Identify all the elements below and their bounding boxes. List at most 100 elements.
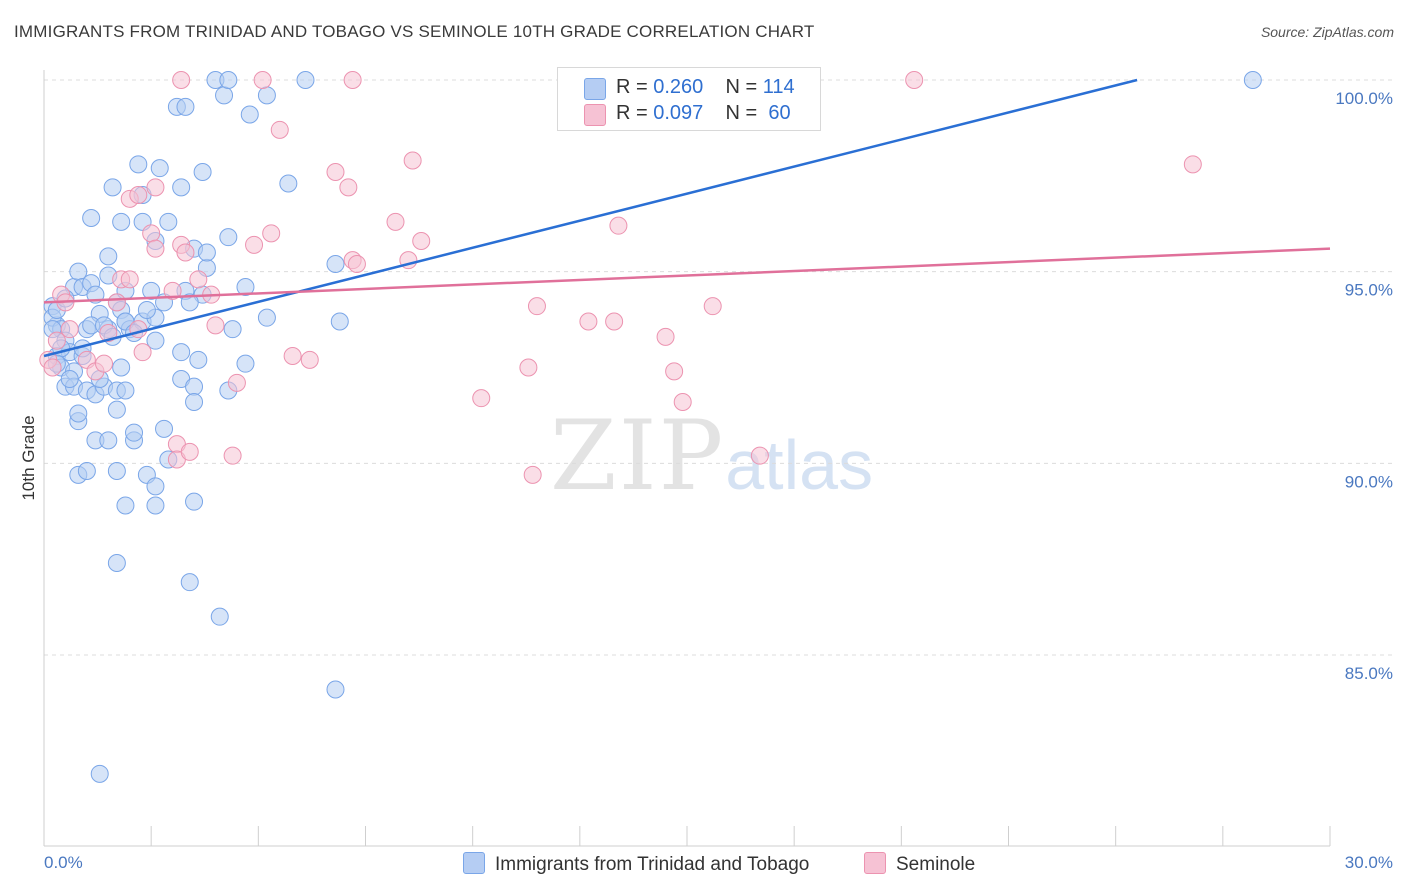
data-point-seminole <box>206 316 225 335</box>
data-point-immigrants <box>180 293 199 312</box>
data-point-immigrants <box>99 247 118 266</box>
y-tick-label: 90.0% <box>1345 472 1393 491</box>
data-point-immigrants <box>257 308 276 327</box>
data-point-immigrants <box>99 431 118 450</box>
data-point-seminole <box>262 224 281 243</box>
r-value: 0.260 <box>653 76 704 98</box>
r-label: R = <box>616 102 654 124</box>
data-point-seminole <box>703 297 722 316</box>
data-point-immigrants <box>112 212 131 231</box>
data-point-seminole <box>245 235 264 254</box>
chart-title: IMMIGRANTS FROM TRINIDAD AND TOBAGO VS S… <box>14 22 815 41</box>
watermark-atlas: atlas <box>725 426 874 504</box>
data-point-immigrants <box>240 105 259 124</box>
data-point-immigrants <box>197 243 216 262</box>
data-point-immigrants <box>180 573 199 592</box>
n-value: 60 <box>768 102 791 124</box>
data-point-immigrants <box>279 174 298 193</box>
data-point-seminole <box>99 324 118 342</box>
trend-line-immigrants <box>43 78 1138 358</box>
n-label: N = <box>725 76 763 98</box>
x-tick-label: 0.0% <box>44 853 83 872</box>
blue-swatch <box>463 852 485 874</box>
watermark: ZIPatlas <box>550 400 873 512</box>
data-point-seminole <box>253 71 272 89</box>
data-point-seminole <box>129 320 148 339</box>
data-point-seminole <box>665 362 684 381</box>
legend-item-seminole[interactable]: Seminole <box>864 852 975 876</box>
data-point-seminole <box>347 255 366 273</box>
data-point-seminole <box>1183 155 1202 174</box>
data-point-immigrants <box>215 86 234 105</box>
y-axis-label: 10th Grade <box>19 415 38 500</box>
data-point-immigrants <box>155 419 174 438</box>
n-label: N = <box>725 102 763 124</box>
data-point-immigrants <box>103 178 122 197</box>
data-point-immigrants <box>189 350 208 369</box>
data-point-immigrants <box>159 212 178 231</box>
data-point-immigrants <box>116 381 135 400</box>
data-point-immigrants <box>69 404 88 423</box>
data-point-seminole <box>223 446 242 465</box>
data-point-seminole <box>386 212 405 231</box>
data-point-immigrants <box>219 71 238 89</box>
data-point-seminole <box>905 71 924 89</box>
data-point-seminole <box>133 343 152 362</box>
data-point-immigrants <box>330 312 349 331</box>
data-point-seminole <box>300 350 319 369</box>
data-point-immigrants <box>150 159 169 178</box>
data-point-immigrants <box>77 462 96 480</box>
r-label: R = <box>616 76 654 98</box>
data-point-seminole <box>339 178 358 197</box>
data-point-immigrants <box>60 370 79 388</box>
data-point-seminole <box>95 354 114 373</box>
data-point-immigrants <box>146 331 165 350</box>
data-point-seminole <box>343 71 362 89</box>
data-point-immigrants <box>137 301 156 319</box>
data-point-seminole <box>609 216 628 235</box>
data-point-immigrants <box>172 343 191 362</box>
data-point-immigrants <box>193 163 212 181</box>
data-point-immigrants <box>210 607 229 626</box>
data-point-seminole <box>227 373 246 392</box>
data-point-seminole <box>523 465 542 484</box>
blue-swatch <box>584 78 606 100</box>
data-point-immigrants <box>185 377 204 396</box>
data-point-immigrants <box>107 554 126 572</box>
data-point-seminole <box>270 120 289 139</box>
data-point-seminole <box>527 297 546 316</box>
data-point-seminole <box>189 270 208 289</box>
data-point-immigrants <box>185 492 204 511</box>
data-point-immigrants <box>326 255 345 273</box>
y-tick-label: 100.0% <box>1335 89 1393 108</box>
data-point-immigrants <box>112 358 131 377</box>
data-point-seminole <box>146 239 165 258</box>
data-point-immigrants <box>146 496 165 515</box>
stats-legend: R = 0.260 N = 114 R = 0.097 N = 60 <box>557 67 821 131</box>
data-point-immigrants <box>185 393 204 411</box>
data-point-immigrants <box>172 178 191 197</box>
data-point-seminole <box>129 186 148 204</box>
data-point-seminole <box>180 442 199 461</box>
data-point-immigrants <box>107 400 126 419</box>
data-point-immigrants <box>1243 71 1262 89</box>
data-point-seminole <box>472 389 491 408</box>
r-value: 0.097 <box>653 102 704 124</box>
y-tick-label: 95.0% <box>1345 281 1393 300</box>
data-point-seminole <box>172 71 191 89</box>
data-point-immigrants <box>116 496 135 515</box>
data-point-seminole <box>43 358 62 377</box>
data-point-seminole <box>403 151 422 170</box>
data-point-seminole <box>750 446 769 465</box>
data-point-seminole <box>605 312 624 331</box>
data-point-immigrants <box>129 155 148 174</box>
data-point-seminole <box>47 331 66 350</box>
legend-label: Immigrants from Trinidad and Tobago <box>495 854 810 875</box>
data-point-seminole <box>412 232 431 250</box>
data-point-immigrants <box>326 680 345 699</box>
legend-item-immigrants[interactable]: Immigrants from Trinidad and Tobago <box>463 852 809 876</box>
watermark-zip: ZIP <box>550 400 726 512</box>
n-value: 114 <box>762 76 795 98</box>
data-point-seminole <box>60 320 79 339</box>
